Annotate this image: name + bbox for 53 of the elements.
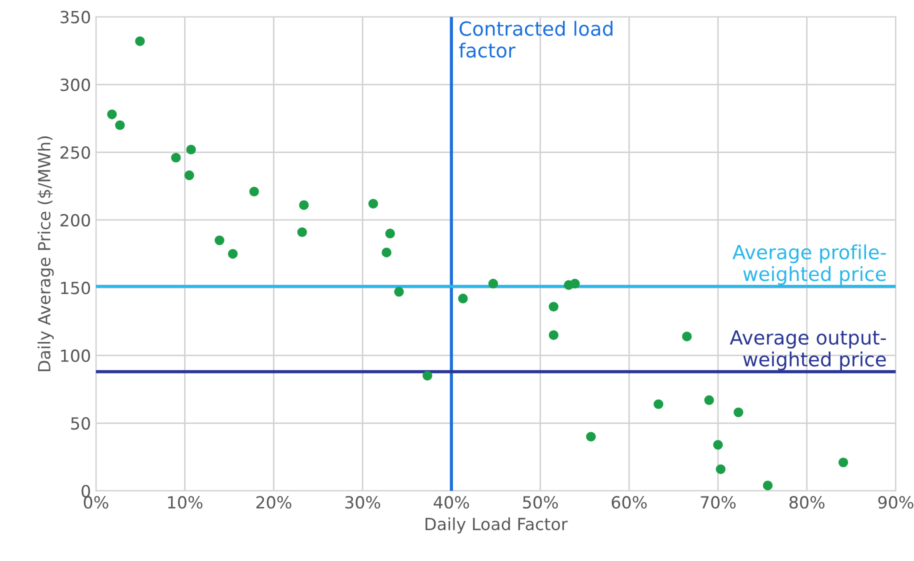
point — [214, 235, 224, 246]
point — [385, 228, 395, 238]
point — [716, 464, 726, 474]
point — [704, 395, 714, 405]
x-tick-label: 0% — [84, 496, 108, 509]
point — [682, 332, 692, 342]
x-tick-label: 90% — [878, 496, 914, 509]
ref-line-label: Average output- weighted price — [730, 330, 886, 370]
x-tick-label: 60% — [612, 496, 647, 509]
point — [422, 370, 432, 381]
y-tick-label: 50 — [71, 417, 90, 430]
y-tick-label: 0 — [82, 484, 90, 498]
x-tick-label: 10% — [168, 496, 202, 509]
y-tick-label: 250 — [60, 146, 90, 159]
point — [249, 186, 260, 196]
point — [394, 286, 404, 297]
point — [299, 200, 309, 210]
point — [382, 248, 392, 258]
point — [458, 294, 468, 304]
y-tick-label: 300 — [60, 78, 90, 92]
point — [115, 120, 125, 130]
point — [135, 36, 145, 46]
x-tick-label: 20% — [256, 496, 292, 509]
point — [713, 440, 723, 450]
point — [570, 278, 580, 289]
y-axis-title: Daily Average Price ($/MWh) — [38, 136, 54, 372]
point — [586, 432, 596, 442]
point — [297, 227, 307, 238]
x-tick-label: 40% — [434, 496, 470, 509]
y-tick-label: 150 — [61, 282, 90, 294]
x-axis-title: Daily Load Factor — [426, 517, 568, 534]
point — [734, 407, 744, 418]
point — [654, 399, 664, 410]
y-tick-label: 350 — [60, 10, 90, 24]
x-tick-label: 80% — [789, 496, 824, 509]
x-tick-label: 50% — [523, 496, 558, 509]
point — [184, 170, 194, 180]
point — [762, 480, 773, 490]
point — [186, 144, 196, 154]
y-tick-label: 100 — [61, 349, 90, 362]
point — [548, 330, 558, 340]
ref-line-label: Average profile- weighted price — [732, 244, 886, 286]
point — [107, 109, 117, 120]
point — [548, 302, 558, 312]
x-tick-label: 70% — [700, 496, 736, 509]
point — [171, 152, 181, 163]
x-tick-label: 30% — [345, 496, 380, 509]
point — [488, 278, 498, 289]
y-tick-label: 200 — [60, 214, 90, 227]
point — [368, 198, 378, 209]
point — [838, 458, 848, 468]
ref-line-label: Contracted load factor — [458, 20, 612, 58]
point — [228, 248, 238, 259]
